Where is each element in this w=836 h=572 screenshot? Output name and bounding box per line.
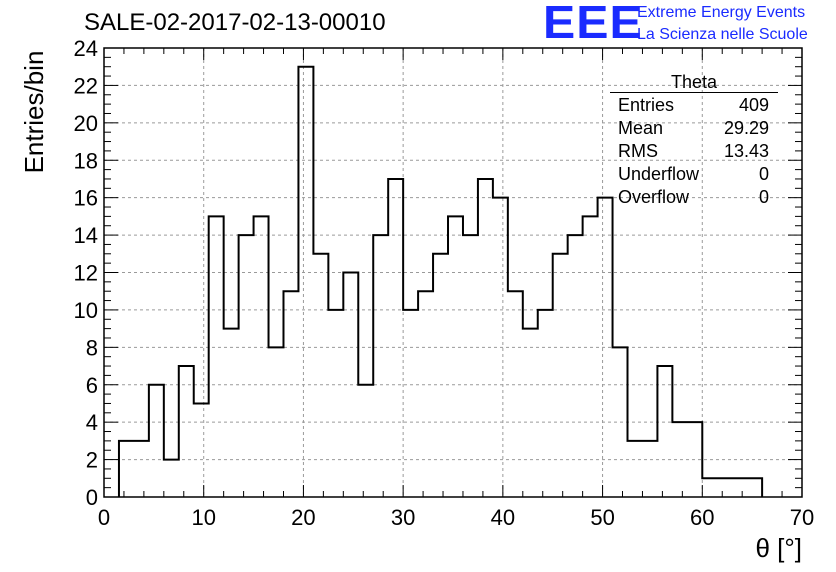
y-tick-label: 18 (74, 148, 98, 173)
y-tick-label: 4 (86, 410, 98, 435)
logo-text-line1: Extreme Energy Events (637, 4, 806, 21)
x-tick-label: 30 (391, 505, 415, 530)
histogram-series (117, 65, 764, 498)
histogram-bin (194, 403, 209, 497)
chart-title: SALE-02-2017-02-13-00010 (84, 9, 386, 36)
x-tick-label: 0 (98, 505, 110, 530)
stats-label: RMS (618, 141, 658, 161)
x-tick-label: 20 (291, 505, 315, 530)
stats-value: 409 (738, 95, 769, 115)
y-tick-label: 6 (86, 373, 98, 398)
histogram-bin (553, 254, 568, 497)
stats-label: Mean (618, 118, 664, 138)
histogram-bin (642, 441, 657, 497)
histogram-bin (583, 216, 598, 497)
y-tick-label: 14 (74, 223, 98, 248)
histogram-bin (164, 460, 179, 497)
histogram-bin (403, 310, 418, 497)
histogram-bin (149, 385, 164, 497)
y-tick-label: 20 (74, 111, 98, 136)
stats-row-mean: Mean 29.29 (610, 117, 778, 140)
y-tick-label: 8 (86, 335, 98, 360)
x-tick-label: 70 (790, 505, 814, 530)
histogram-bin (239, 235, 254, 497)
stats-box: Theta Entries 409 Mean 29.29 RMS 13.43 U… (610, 72, 778, 209)
x-tick-label: 50 (590, 505, 614, 530)
y-tick-label: 16 (74, 186, 98, 211)
stats-row-underflow: Underflow 0 (610, 163, 778, 186)
logo-text-line2: La Scienza nelle Scuole (637, 26, 808, 43)
histogram-bin (269, 347, 284, 497)
histogram-bin (717, 478, 732, 497)
axis-ticks (103, 47, 803, 498)
y-tick-label: 10 (74, 298, 98, 323)
histogram-bin (328, 310, 343, 497)
x-axis-label: θ [°] (755, 533, 802, 563)
histogram-bin (463, 235, 478, 497)
histogram-bin (254, 216, 269, 497)
histogram-bin (613, 347, 628, 497)
y-tick-label: 22 (74, 73, 98, 98)
stats-value: 29.29 (723, 118, 769, 138)
histogram-bin (687, 422, 702, 497)
histogram-bin (628, 441, 643, 497)
histogram-bin (598, 198, 613, 497)
histogram-bin (418, 291, 433, 497)
histogram-bin (478, 179, 493, 497)
y-tick-label: 12 (74, 261, 98, 286)
histogram-bin (493, 198, 508, 497)
histogram-bin (523, 329, 538, 497)
histogram-bin (343, 273, 358, 498)
histogram-bin (568, 235, 583, 497)
x-tick-label: 40 (491, 505, 515, 530)
stats-value: 13.43 (723, 141, 769, 161)
stats-value: 0 (758, 164, 769, 184)
histogram-bin (508, 291, 523, 497)
histogram-bin (298, 67, 313, 497)
stats-label: Overflow (618, 187, 690, 207)
x-tick-label: 60 (690, 505, 714, 530)
histogram-bin (373, 235, 388, 497)
histogram-bin (179, 366, 194, 497)
histogram-outline (117, 65, 764, 497)
y-tick-label: 0 (86, 485, 98, 510)
histogram-bin (224, 329, 239, 497)
histogram-bin (747, 478, 762, 497)
stats-label: Entries (618, 95, 675, 115)
histogram-bin (283, 291, 298, 497)
histogram-bin (672, 422, 687, 497)
histogram-bin (388, 179, 403, 497)
histogram-bin (657, 366, 672, 497)
stats-label: Underflow (618, 164, 700, 184)
stats-row-rms: RMS 13.43 (610, 140, 778, 163)
stats-row-entries: Entries 409 (610, 94, 778, 117)
grid-lines (104, 48, 802, 497)
histogram-bin (433, 254, 448, 497)
stats-row-overflow: Overflow 0 (610, 186, 778, 209)
y-tick-label: 2 (86, 448, 98, 473)
stats-value: 0 (758, 187, 769, 207)
histogram-bin (448, 216, 463, 497)
stats-box-title: Theta (610, 72, 778, 93)
histogram-bin (358, 385, 373, 497)
histogram-bin (732, 478, 747, 497)
histogram-bin (313, 254, 328, 497)
x-tick-label: 10 (191, 505, 215, 530)
y-tick-label: 24 (74, 36, 98, 61)
histogram-bin (538, 310, 553, 497)
histogram-bin (119, 441, 134, 497)
histogram-bin (702, 478, 717, 497)
histogram-bin (134, 441, 149, 497)
eee-logo: EEE (543, 0, 643, 48)
histogram-bin (209, 216, 224, 497)
